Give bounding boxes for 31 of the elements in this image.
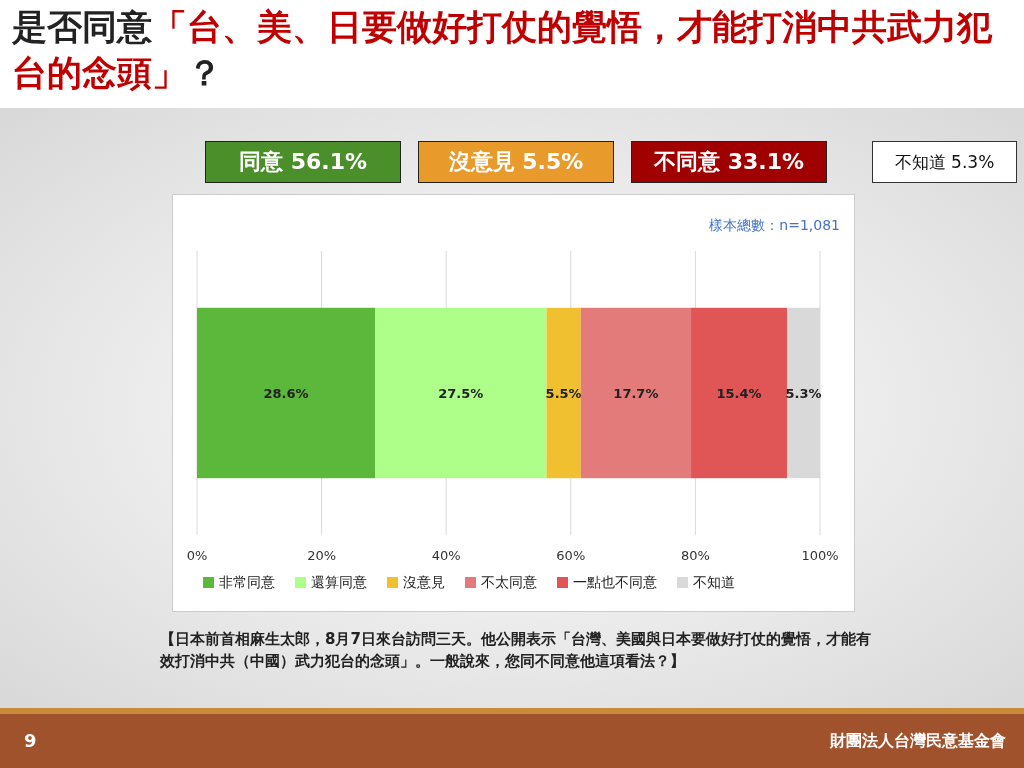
chart-title: 是否同意「台、美、日要做好打仗的覺悟，才能打消中共武力犯台的念頭」？: [12, 7, 992, 93]
bar: [580, 307, 692, 479]
legend-label: 不太同意: [481, 574, 537, 590]
legend-label: 沒意見: [403, 574, 445, 590]
x-tick-label: 0%: [186, 548, 208, 563]
text: 9: [24, 730, 37, 751]
bar: [546, 307, 581, 479]
text: 【日本前首相麻生太郎，8月7日來台訪問三天。他公開表示「台灣、美國與日本要做好打仗的覺悟，才能有效打消中共（中國）武力犯台的念頭」。一般說來，您同不同意他這項看法？】: [160, 629, 872, 672]
legend-label: 非常同意: [219, 574, 275, 590]
x-tick-label: 80%: [680, 548, 710, 563]
data-label: 5.5%: [545, 386, 582, 401]
data-label: 17.7%: [613, 386, 659, 401]
legend-label: 還算同意: [311, 574, 367, 590]
text: 不知道 5.3%: [872, 141, 1017, 183]
legend-label: 一點也不同意: [573, 574, 657, 590]
data-label: 15.4%: [716, 386, 762, 401]
text: 同意 56.1%: [205, 141, 401, 183]
data-label: 27.5%: [438, 386, 484, 401]
x-tick-label: 60%: [556, 548, 586, 563]
x-tick-label: 40%: [431, 548, 461, 563]
bar: [375, 307, 547, 479]
x-tick-label: 20%: [307, 548, 337, 563]
text: 財團法人台灣民意基金會: [830, 731, 1006, 752]
text: 不同意 33.1%: [631, 141, 827, 183]
legend-label: 不知道: [693, 574, 735, 590]
text: 樣本總數：n=1,081: [709, 217, 840, 233]
x-tick-label: 100%: [801, 548, 839, 563]
bar: [691, 307, 787, 479]
data-label: 28.6%: [263, 386, 309, 401]
bar: [197, 307, 376, 479]
text: 沒意見 5.5%: [418, 141, 614, 183]
